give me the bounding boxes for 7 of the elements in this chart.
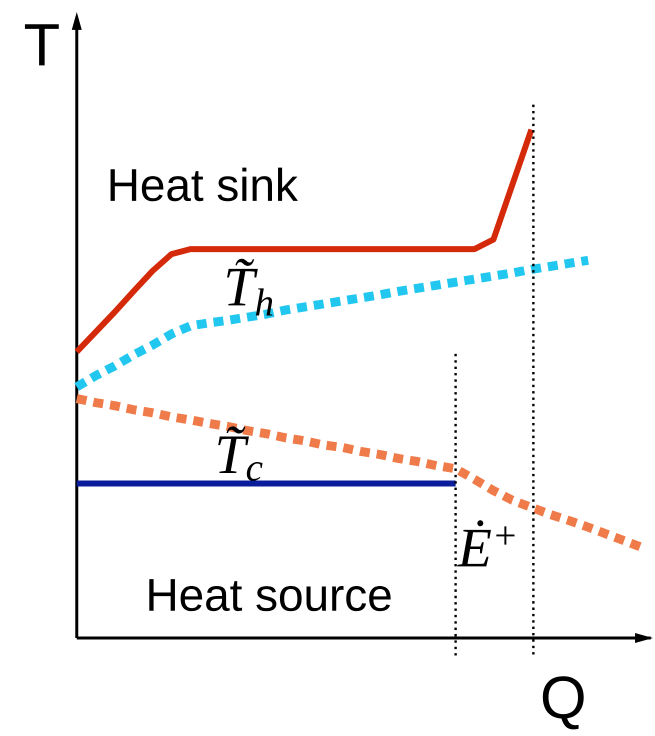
y-axis-title: T [24,24,59,66]
annotation: Heat source [149,579,391,612]
x-axis-title: Q [542,676,584,730]
annotation: T̃$_{h}$ [227,258,272,316]
annotation: Ė$^{+}$ [457,520,514,566]
annotation: Heat sink [110,168,298,202]
annotation: T̃$_{c}$ [218,426,263,481]
